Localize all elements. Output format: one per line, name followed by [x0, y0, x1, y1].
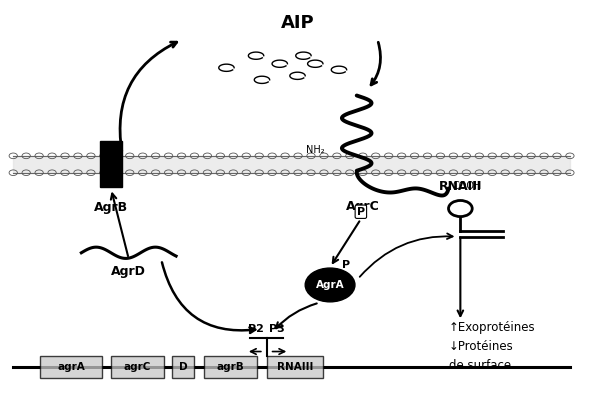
Text: NH₂: NH₂ [305, 145, 324, 155]
FancyBboxPatch shape [100, 141, 122, 188]
Text: P2: P2 [248, 324, 264, 334]
Text: COOH: COOH [453, 181, 482, 192]
Text: P3: P3 [270, 324, 285, 334]
Text: ↑Exoprotéines: ↑Exoprotéines [449, 321, 535, 334]
Text: P: P [342, 260, 350, 270]
Text: AgrD: AgrD [111, 265, 146, 278]
Text: agrA: agrA [57, 362, 85, 373]
Text: agrC: agrC [124, 362, 151, 373]
Text: ↓Protéines: ↓Protéines [449, 340, 513, 353]
FancyBboxPatch shape [111, 356, 164, 378]
Text: AIP: AIP [281, 14, 314, 32]
Text: RNAIII: RNAIII [439, 180, 482, 193]
Text: AgrB: AgrB [94, 202, 128, 215]
Circle shape [449, 200, 472, 217]
Text: D: D [179, 362, 187, 373]
Text: de surface: de surface [449, 358, 511, 371]
Text: P: P [357, 207, 365, 217]
FancyBboxPatch shape [204, 356, 257, 378]
Text: RNAIII: RNAIII [277, 362, 313, 373]
Text: agrB: agrB [217, 362, 245, 373]
FancyBboxPatch shape [267, 356, 323, 378]
Text: AgrC: AgrC [346, 200, 380, 213]
FancyBboxPatch shape [40, 356, 102, 378]
FancyBboxPatch shape [172, 356, 195, 378]
Circle shape [305, 268, 355, 302]
Text: AgrA: AgrA [316, 280, 345, 290]
